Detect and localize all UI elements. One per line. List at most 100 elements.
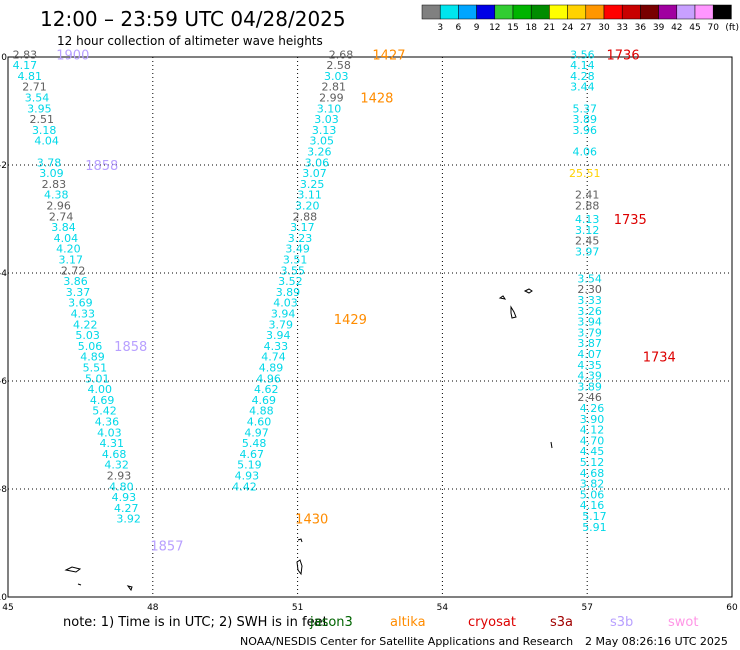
wave-height-value: 4.68 [102,448,127,461]
wave-height-value: 3.33 [577,294,602,307]
wave-height-value: 2.71 [22,81,47,94]
wave-height-value: 2.72 [61,264,86,277]
wave-height-value: 4.45 [580,445,605,458]
wave-height-value: 4.70 [580,434,605,447]
satellite-track: 3.564.144.283.445.373.893.964.0625.512.4… [569,48,676,533]
wave-height-value: 3.10 [317,102,342,115]
wave-height-value: 2.96 [46,200,71,213]
grid-lines [8,57,732,597]
wave-height-value: 3.06 [305,156,330,169]
colorbar-swatch [603,4,623,20]
colorbar-swatch [640,4,659,20]
wave-height-value: 3.26 [307,146,332,159]
wave-height-value: 2.46 [577,391,602,404]
wave-height-value: 4.06 [573,146,598,159]
wave-height-value: 2.88 [575,200,600,213]
colorbar-label: 15 [507,23,518,33]
wave-height-value: 4.38 [44,189,69,202]
wave-height-value: 4.35 [577,359,602,372]
wave-height-value: 2.99 [319,92,344,105]
wave-height-value: 4.07 [577,348,602,361]
wave-height-value: 3.54 [577,272,602,285]
island-shape [510,305,517,319]
wave-height-value: 4.67 [239,448,264,461]
wave-height-value: 3.17 [290,221,315,234]
legend-s3b: s3b [610,615,633,630]
wave-height-value: 4.42 [232,480,257,493]
wave-height-value: 3.86 [63,275,88,288]
track-time-label: 1429 [334,313,367,328]
wave-height-value: 4.69 [90,394,115,407]
wave-height-value: 4.60 [247,416,272,429]
track-time-label: 1734 [643,351,676,366]
wave-height-value: 2.51 [30,113,55,126]
wave-height-value: 3.89 [577,380,602,393]
island-shape [64,566,82,573]
wave-height-value: 3.97 [575,245,600,258]
track-time-label: 1427 [372,48,405,63]
island-shape [297,538,303,543]
island-shape [296,559,303,576]
colorbar-swatch [494,4,514,20]
wave-height-value: 3.23 [288,232,313,245]
footer-note: note: 1) Time is in UTC; 2) SWH is in fe… [63,615,328,630]
colorbar-swatch [421,4,441,20]
wave-height-value: 3.05 [309,135,334,148]
wave-height-value: 4.17 [13,59,38,72]
wave-height-value: 4.88 [249,405,274,418]
wave-height-value: 4.74 [261,351,286,364]
colorbar-swatch [676,4,696,20]
legend-jason3: jason3 [309,615,353,630]
wave-height-value: 25.51 [569,167,601,180]
colorbar-label: 42 [671,23,682,33]
colorbar-swatch [621,4,641,20]
wave-height-value: 3.52 [278,275,303,288]
colorbar-swatch [458,4,477,20]
color-scale-bar: 3 6 9 12 15 18 21 24 27 30 33 36 39 42 45 70 (ft) [421,4,739,33]
wave-height-value: 3.84 [51,221,76,234]
colorbar-swatch [439,4,459,20]
colorbar-swatch [585,4,605,20]
islands [64,288,553,592]
wave-height-value: 3.89 [276,286,301,299]
wave-height-value: 3.94 [271,308,296,321]
wave-height-value: 5.17 [582,510,607,523]
y-tick-label: -4 [0,269,7,279]
colorbar-swatch [530,4,550,20]
wave-height-value: 3.54 [25,92,50,105]
wave-height-value: 4.00 [87,383,112,396]
wave-height-value: 4.03 [273,297,298,310]
wave-height-value: 3.56 [570,48,595,61]
colorbar-label: 39 [653,23,665,33]
wave-height-value: 5.12 [580,456,605,469]
wave-height-value: 3.07 [302,167,327,180]
wave-height-value: 3.17 [58,254,83,267]
colorbar-label: 45 [689,23,700,33]
wave-height-value: 3.44 [570,81,595,94]
wave-height-value: 4.80 [109,480,134,493]
island-shape [550,441,553,449]
colorbar-label: 6 [456,23,462,33]
colorbar-swatch [694,4,714,20]
x-tick-label: 51 [292,603,303,613]
wave-height-value: 4.20 [56,243,81,256]
legend-s3a: s3a [550,615,573,630]
wave-height-value: 2.88 [293,210,318,223]
wave-height-value: 4.32 [104,459,129,472]
wave-height-value: 4.97 [244,426,269,439]
wave-height-value: 4.89 [259,362,284,375]
wave-height-value: 3.90 [580,413,605,426]
y-tick-label: 0 [1,53,7,63]
wave-height-value: 2.41 [575,189,600,202]
wave-height-value: 3.78 [37,156,62,169]
colorbar-label: 33 [616,23,627,33]
wave-height-value: 3.82 [580,478,605,491]
legend-cryosat: cryosat [468,615,516,630]
wave-height-value: 4.03 [97,426,122,439]
x-tick-label: 60 [726,603,738,613]
track-time-label: 1857 [150,540,183,555]
colorbar-label: 9 [474,23,480,33]
wave-height-value: 2.68 [329,48,354,61]
wave-height-value: 4.33 [264,340,289,353]
